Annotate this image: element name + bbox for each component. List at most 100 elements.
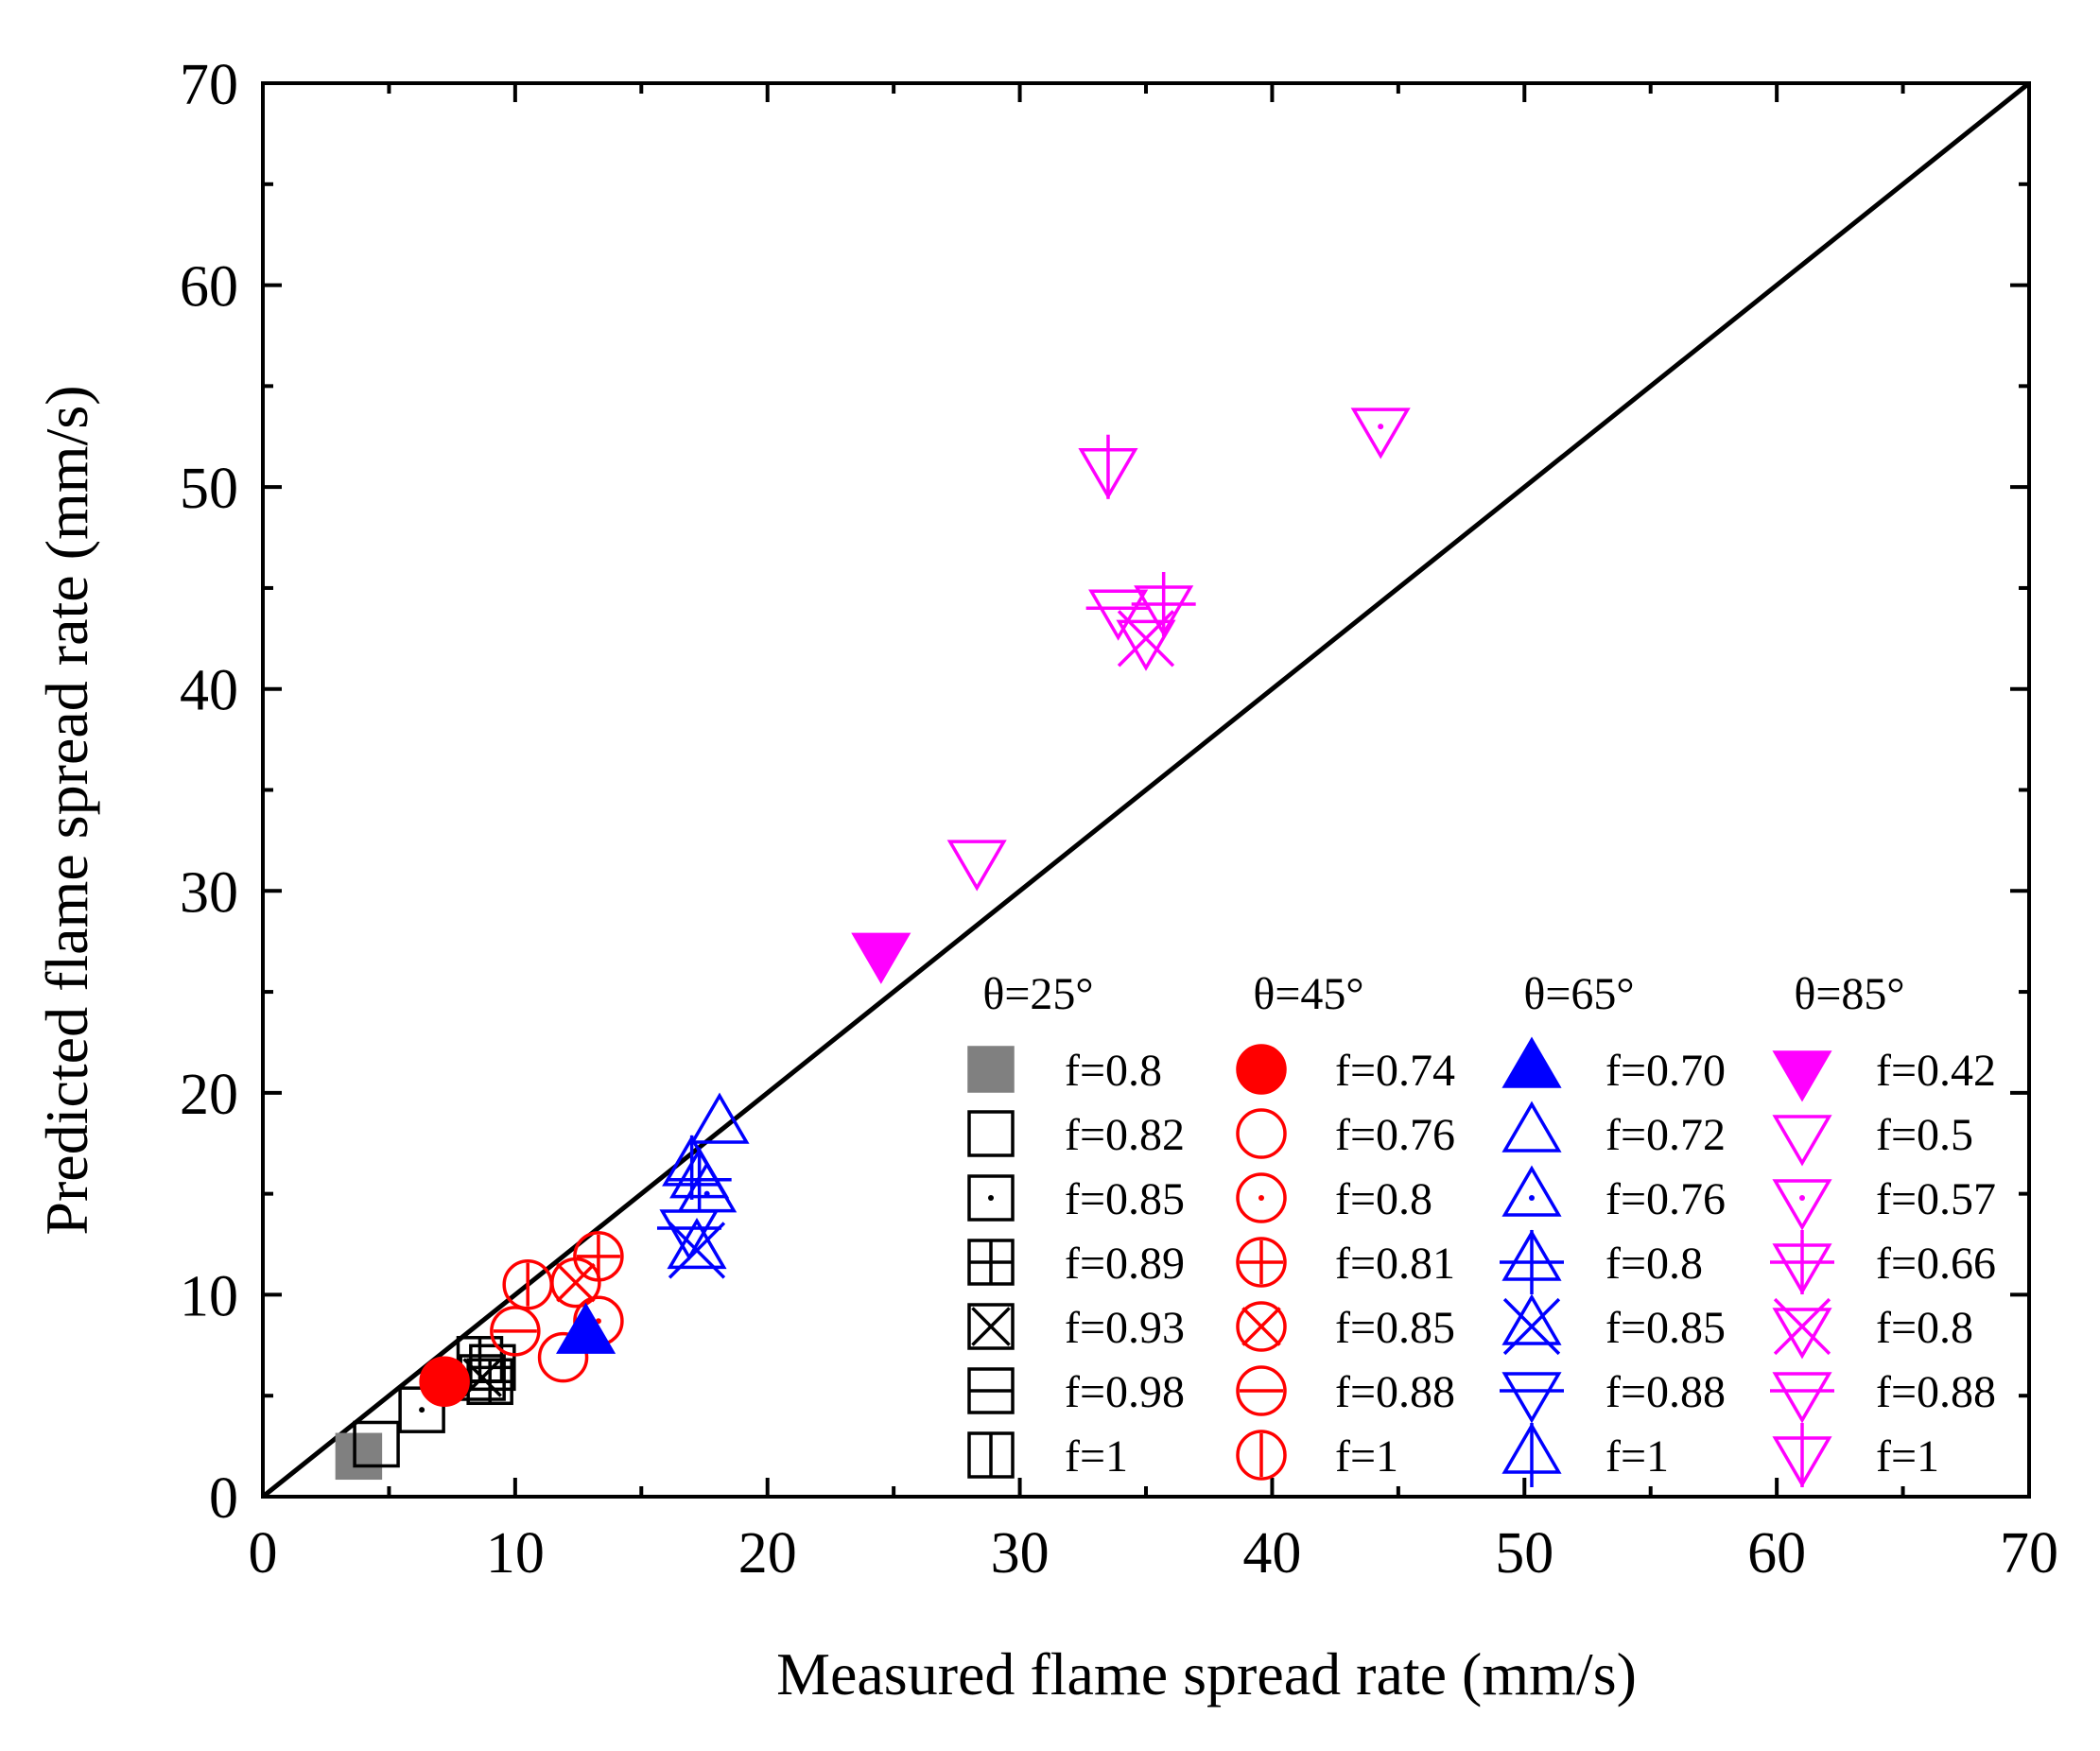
y-axis-label: Predicted flame spread rate (mm/s) — [33, 385, 100, 1235]
data-point — [946, 840, 1007, 892]
data-point — [1236, 1044, 1287, 1095]
data-point — [502, 1259, 553, 1310]
legend-item: f=1 — [967, 1431, 1128, 1482]
data-point — [967, 1367, 1015, 1414]
legend-item: f=0.85 — [1501, 1293, 1726, 1356]
x-tick-label: 0 — [249, 1521, 278, 1586]
legend-item: f=0.88 — [1236, 1365, 1455, 1417]
legend-item: f=0.8 — [1772, 1297, 1973, 1360]
data-point — [469, 1344, 516, 1392]
legend-label: f=0.88 — [1335, 1367, 1455, 1417]
data-point — [662, 1135, 722, 1200]
legend-label: f=0.76 — [1605, 1174, 1726, 1224]
legend-item: f=0.74 — [1236, 1044, 1455, 1096]
data-point — [1770, 1372, 1834, 1424]
y-tick-label: 0 — [209, 1466, 238, 1531]
legend-item: f=0.89 — [967, 1239, 1185, 1289]
data-point — [1078, 434, 1138, 500]
x-tick-label: 60 — [1747, 1521, 1806, 1586]
legend-item: f=0.42 — [1772, 1046, 1996, 1102]
legend-label: f=0.57 — [1876, 1174, 1996, 1224]
y-tick-label: 20 — [180, 1063, 238, 1127]
data-point — [419, 1356, 470, 1408]
data-point — [1236, 1365, 1287, 1416]
data-point — [967, 1431, 1015, 1479]
data-point — [1772, 1179, 1832, 1231]
legend-label: f=0.42 — [1876, 1046, 1996, 1096]
legend-label: f=0.89 — [1065, 1239, 1185, 1289]
legend-label: f=0.85 — [1335, 1303, 1455, 1353]
data-point — [456, 1336, 504, 1383]
legend-heading: θ=65° — [1523, 969, 1634, 1019]
legend-label: f=0.5 — [1876, 1110, 1973, 1160]
data-point — [353, 1420, 400, 1468]
y-tick-label: 30 — [180, 860, 238, 925]
legend-label: f=1 — [1605, 1431, 1669, 1482]
data-point — [689, 1092, 750, 1144]
legend-label: f=0.74 — [1335, 1046, 1455, 1096]
data-point — [1772, 1423, 1832, 1488]
legend-item: f=1 — [1236, 1430, 1398, 1482]
x-tick-label: 70 — [2000, 1521, 2058, 1586]
data-point — [967, 1046, 1015, 1093]
legend-item: f=0.8 — [1500, 1229, 1703, 1294]
data-point — [1236, 1172, 1287, 1223]
legend-item: f=0.8 — [967, 1046, 1162, 1096]
data-point — [1501, 1101, 1562, 1153]
legend-item: f=0.66 — [1770, 1230, 1996, 1295]
legend-label: f=1 — [1335, 1431, 1398, 1482]
y-tick-label: 70 — [180, 53, 238, 117]
legend-item: f=1 — [1772, 1423, 1939, 1488]
data-point — [1501, 1036, 1562, 1088]
data-point — [1772, 1115, 1832, 1167]
data-point — [967, 1303, 1015, 1350]
x-tick-label: 50 — [1495, 1521, 1553, 1586]
legend-item: f=0.76 — [1236, 1108, 1455, 1160]
data-point — [1236, 1237, 1287, 1288]
legend-item: f=0.5 — [1772, 1110, 1973, 1167]
legend-label: f=0.93 — [1065, 1303, 1185, 1353]
legend-item: f=0.85 — [967, 1174, 1185, 1224]
legend-heading: θ=85° — [1794, 969, 1904, 1019]
legend-item: f=0.98 — [967, 1367, 1185, 1417]
legend-label: f=0.85 — [1605, 1303, 1726, 1353]
data-point — [967, 1110, 1015, 1157]
legend-label: f=1 — [1065, 1431, 1128, 1482]
data-point — [335, 1432, 383, 1481]
legend-label: f=0.8 — [1605, 1239, 1703, 1289]
data-point — [490, 1306, 541, 1357]
legend-item: f=0.93 — [967, 1303, 1185, 1353]
data-point — [967, 1239, 1015, 1286]
legend-label: f=0.66 — [1876, 1239, 1996, 1289]
legend-heading: θ=45° — [1253, 969, 1363, 1019]
data-point — [656, 1209, 721, 1261]
legend-label: f=0.72 — [1605, 1110, 1726, 1160]
data-point — [1772, 1297, 1832, 1360]
legend-item: f=0.57 — [1772, 1174, 1996, 1231]
legend-label: f=0.70 — [1605, 1046, 1726, 1096]
legend-label: f=0.76 — [1335, 1110, 1455, 1160]
legend-label: f=1 — [1876, 1431, 1939, 1482]
data-point — [851, 932, 911, 984]
legend-label: f=0.98 — [1065, 1367, 1185, 1417]
y-tick-label: 60 — [180, 255, 238, 320]
legend-label: f=0.88 — [1876, 1367, 1996, 1417]
x-axis-label: Measured flame spread rate (mm/s) — [776, 1640, 1637, 1708]
data-point — [1770, 1230, 1834, 1295]
legend-item: f=0.81 — [1236, 1237, 1455, 1289]
x-tick-label: 20 — [738, 1521, 797, 1586]
legend-label: f=0.8 — [1335, 1174, 1432, 1224]
legend-item: f=0.88 — [1770, 1367, 1996, 1424]
legend-heading: θ=25° — [982, 969, 1093, 1019]
data-point — [1350, 407, 1411, 459]
y-tick-label: 10 — [180, 1264, 238, 1328]
data-point — [1772, 1050, 1832, 1102]
legend-label: f=0.8 — [1065, 1046, 1162, 1096]
legend-label: f=0.81 — [1335, 1239, 1455, 1289]
y-tick-label: 40 — [180, 659, 238, 723]
data-point — [556, 1302, 616, 1354]
data-point — [1236, 1108, 1287, 1159]
legend-item: f=1 — [1501, 1422, 1669, 1487]
data-point — [1501, 1165, 1562, 1217]
